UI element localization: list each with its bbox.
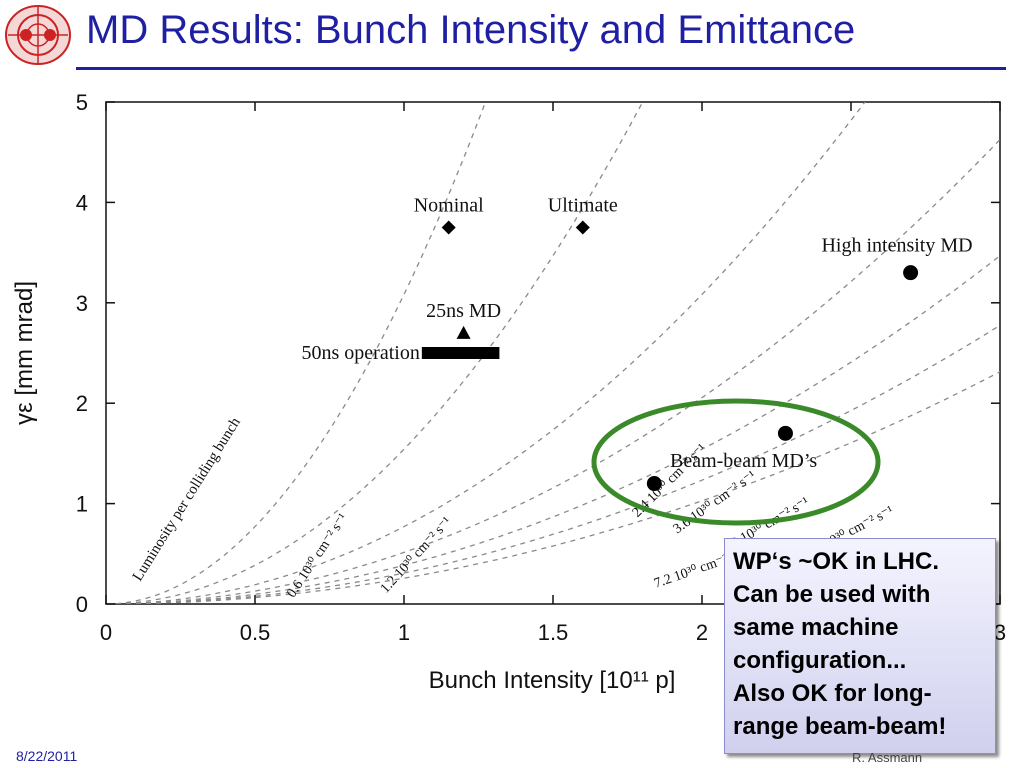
y-tick-label: 3 — [76, 291, 88, 316]
title-underline — [76, 67, 1006, 70]
note-line: configuration... — [733, 647, 907, 674]
x-tick-label: 2 — [696, 620, 708, 645]
group-label-beam-beam: Beam-beam MD’s — [670, 450, 817, 472]
note-line: Can be used with — [733, 581, 931, 608]
page-title: MD Results: Bunch Intensity and Emittanc… — [86, 8, 856, 52]
plot-frame — [105, 101, 1001, 605]
luminosity-curve — [106, 102, 644, 604]
diamond-point — [575, 220, 590, 235]
square-point — [487, 347, 500, 359]
luminosity-curve — [106, 138, 1000, 604]
point-label: Ultimate — [548, 195, 618, 217]
circle-point — [777, 425, 793, 441]
triangle-point — [456, 325, 471, 339]
y-tick-label: 4 — [76, 190, 88, 215]
slide-date: 8/22/2011 — [16, 748, 78, 764]
point-label: High intensity MD — [821, 235, 972, 257]
y-axis-title: γε [mm mrad] — [11, 281, 38, 425]
diamond-point — [441, 220, 456, 235]
conclusion-note: WP‘s ~OK in LHC. Can be used with same m… — [724, 538, 996, 754]
luminosity-curve — [106, 102, 487, 604]
luminosity-curve — [106, 102, 866, 604]
note-line: WP‘s ~OK in LHC. — [733, 548, 940, 575]
circle-point — [646, 476, 662, 492]
luminosity-curve — [106, 371, 1000, 604]
slide-author: R. Assmann — [852, 750, 923, 765]
x-tick-label: 0 — [100, 620, 112, 645]
x-tick-label: 0.5 — [240, 620, 271, 645]
x-tick-label: 3 — [994, 620, 1006, 645]
luminosity-curve — [106, 324, 1000, 604]
y-tick-label: 1 — [76, 492, 88, 517]
point-label: 25ns MD — [426, 300, 501, 322]
y-tick-label: 2 — [76, 391, 88, 416]
point-label: Nominal — [414, 195, 484, 217]
luminosity-curve — [106, 254, 1000, 604]
y-tick-label: 5 — [76, 90, 88, 115]
x-tick-label: 1 — [398, 620, 410, 645]
note-line: Also OK for long- — [733, 680, 932, 707]
cern-lhc-logo-icon — [5, 5, 71, 65]
note-line: range beam-beam! — [733, 713, 947, 740]
note-line: same machine — [733, 614, 899, 641]
range-marker-label: 50ns operation — [302, 342, 420, 364]
y-tick-label: 0 — [76, 592, 88, 617]
x-axis-title: Bunch Intensity [10¹¹ p] — [429, 667, 676, 694]
beam-beam-highlight-ellipse — [591, 398, 881, 526]
circle-point — [903, 265, 919, 281]
x-tick-label: 1.5 — [538, 620, 569, 645]
